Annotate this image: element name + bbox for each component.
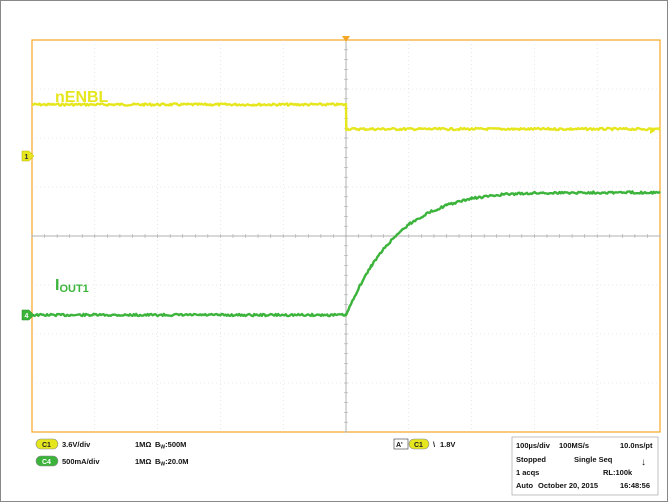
ch1-badge-label: C1 — [42, 442, 51, 449]
acquisition-box — [511, 436, 659, 496]
ch1-coupling: 1MΩ — [135, 440, 151, 449]
sample-rate: 100MS/s — [559, 441, 589, 450]
trigger-position-marker — [342, 36, 350, 42]
timebase: 100µs/div — [516, 441, 551, 450]
trigger-level-marker — [650, 128, 655, 134]
ch1-trace-label: nENBL — [55, 89, 109, 106]
ch4-badge-label: C4 — [42, 459, 51, 466]
trigger-slope-icon: \ — [433, 440, 436, 449]
ch1-badge — [35, 438, 59, 450]
ch4-trace-label: IOUT1 — [55, 277, 89, 295]
ch4-bandwidth: BW:20.0M — [155, 457, 189, 468]
ch4-marker-label: 4 — [25, 313, 29, 320]
acq-mode: Single Seq — [574, 455, 613, 464]
trigger-tag: A' — [396, 442, 403, 449]
record-length: RL:100k — [603, 468, 633, 477]
ch4-coupling: 1MΩ — [135, 457, 151, 466]
trace-c1 — [31, 102, 661, 132]
ch4-ground-marker: 4 — [21, 309, 35, 321]
acq-date: October 20, 2015 — [538, 481, 598, 490]
trigger-level: 1.8V — [440, 440, 455, 449]
ch4-badge — [35, 455, 59, 467]
ch1-scale: 3.6V/div — [62, 440, 91, 449]
acq-state: Stopped — [516, 455, 546, 464]
traces — [31, 102, 661, 318]
ch1-marker-label: 1 — [25, 154, 29, 161]
trigger-channel: C1 — [414, 442, 423, 449]
acquisition-panel: 100µs/div 100MS/s 10.0ns/pt Stopped Sing… — [511, 436, 659, 496]
ch1-bandwidth: BW:500M — [155, 440, 186, 451]
trigger-readout: A' C1 \ 1.8V — [393, 438, 455, 450]
ch4-status: C4 500mA/div 1MΩ BW:20.0M — [35, 455, 189, 468]
ch1-ground-marker: 1 — [21, 150, 35, 162]
trace-c4 — [31, 190, 661, 318]
ch1-status: C1 3.6V/div 1MΩ BW:500M — [35, 438, 186, 451]
ch4-scale: 500mA/div — [62, 457, 100, 466]
auto-label: Auto — [516, 481, 533, 490]
resolution: 10.0ns/pt — [620, 441, 653, 450]
trigger-tag-box — [393, 438, 409, 450]
single-seq-arrow-icon: ↓ — [641, 457, 646, 468]
trigger-channel-badge — [408, 438, 430, 450]
acq-count: 1 acqs — [516, 468, 539, 477]
acq-time: 16:48:56 — [620, 481, 650, 490]
